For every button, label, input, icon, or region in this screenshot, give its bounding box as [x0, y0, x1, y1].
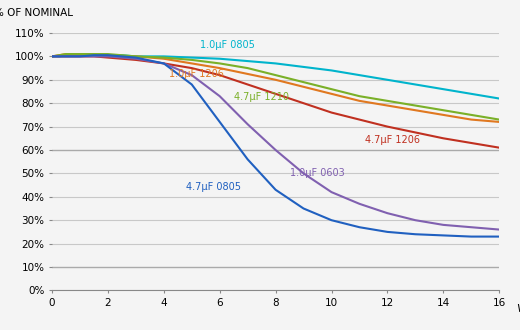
Text: 4.7μF 1206: 4.7μF 1206: [365, 135, 420, 145]
Text: 1.0μF 0603: 1.0μF 0603: [290, 168, 344, 178]
Text: Vᴅᴄ: Vᴅᴄ: [516, 304, 520, 314]
Text: 1.0μF 0805: 1.0μF 0805: [200, 40, 255, 50]
Text: 4.7μF 1210: 4.7μF 1210: [233, 92, 289, 102]
Text: 4.7μF 0805: 4.7μF 0805: [186, 182, 241, 192]
Text: 1.0μF 1206: 1.0μF 1206: [170, 69, 224, 80]
Text: % OF NOMINAL: % OF NOMINAL: [0, 8, 73, 17]
